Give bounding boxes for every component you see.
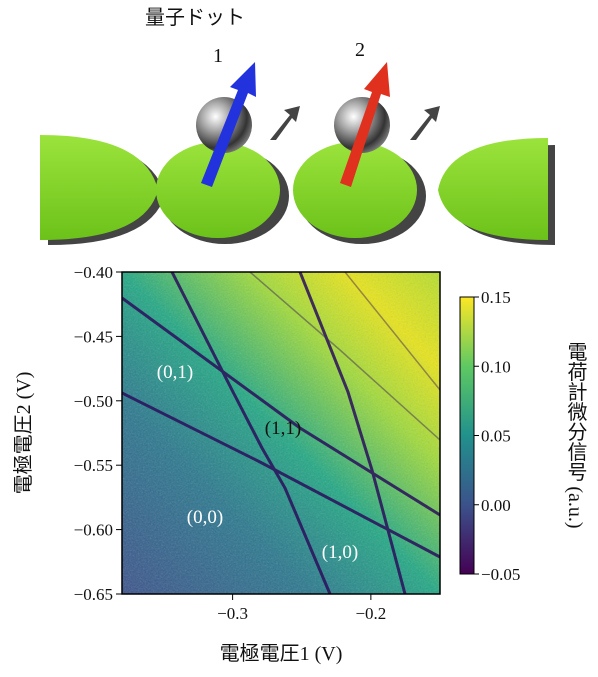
y-tick-label: −0.65 [74,585,113,604]
illustration: 量子ドット 1 2 [40,7,555,245]
colorbar [460,297,474,574]
colorbar-tick-label: 0.10 [481,357,511,376]
x-tick-label: −0.2 [355,604,386,623]
colorbar-tick-label: 0.00 [481,496,511,515]
colorbar-tick-label: 0.15 [481,288,511,307]
y-tick-label: −0.60 [74,521,113,540]
y-tick-label: −0.45 [74,327,113,346]
y-tick-label: −0.50 [74,392,113,411]
y-axis-label: 電極電圧2 (V) [12,372,35,495]
dots-label: 量子ドット [145,7,245,29]
colorbar-tick-label: −0.05 [481,565,520,584]
colorbar-label: 電荷計微分信号 (a.u.) [564,341,587,528]
region-label: (1,1) [265,418,301,439]
colorbar-tick-label: 0.05 [481,427,511,446]
figure: 量子ドット 1 2 (0,1) (1,1) (0,0) (1,0) 電極電圧1 … [0,0,598,672]
y-tick-label: −0.40 [74,263,113,282]
region-label: (0,0) [187,507,223,528]
dot-number: 1 [213,45,223,67]
x-tick-label: −0.3 [217,604,248,623]
dot-number: 2 [355,39,365,61]
y-tick-label: −0.55 [74,456,113,475]
region-label: (1,0) [322,542,358,563]
region-label: (0,1) [157,362,193,383]
x-axis-label: 電極電圧1 (V) [220,642,343,665]
